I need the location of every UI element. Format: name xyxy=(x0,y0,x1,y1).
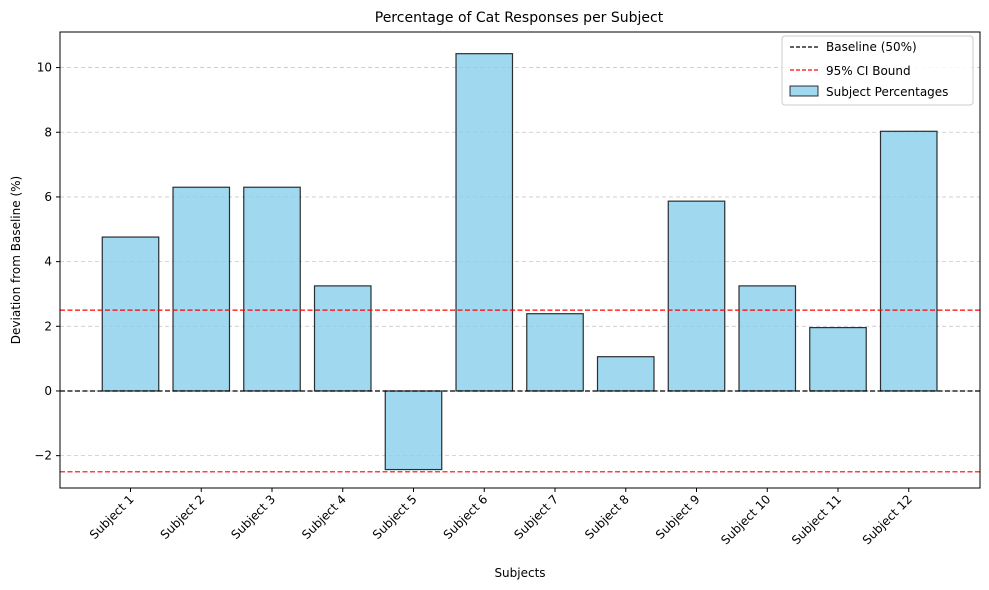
y-axis-title: Deviation from Baseline (%) xyxy=(9,176,23,344)
legend-bars-swatch xyxy=(789,85,819,97)
bar-4 xyxy=(313,285,372,392)
legend-ci-label: 95% CI Bound xyxy=(826,64,911,78)
bar-8 xyxy=(596,356,655,392)
reference-lines xyxy=(60,309,980,473)
x-tick-label: Subject 7 xyxy=(511,492,561,542)
y-tick-label: 4 xyxy=(44,255,52,269)
chart-title: Percentage of Cat Responses per Subject xyxy=(375,10,664,26)
legend-bars-label: Subject Percentages xyxy=(826,85,948,99)
bar-3 xyxy=(243,186,301,392)
x-axis-title: Subjects xyxy=(494,566,545,580)
x-tick-label: Subject 11 xyxy=(789,492,844,547)
bar-11 xyxy=(809,326,867,392)
plot-frame xyxy=(59,31,981,489)
y-tick-label: 10 xyxy=(37,61,52,75)
bar-5 xyxy=(384,390,443,471)
y-tick-label: 2 xyxy=(44,319,52,333)
x-tick-label: Subject 10 xyxy=(718,492,773,547)
bar-2 xyxy=(172,186,231,392)
y-axis: −2 0 2 4 6 8 10 xyxy=(34,61,60,463)
x-tick-label: Subject 4 xyxy=(299,492,349,542)
x-tick-label: Subject 3 xyxy=(228,492,278,542)
x-tick-label: Subject 8 xyxy=(582,492,632,542)
x-tick-label: Subject 6 xyxy=(441,492,491,542)
x-axis: Subject 1 Subject 2 Subject 3 Subject 4 Subj… xyxy=(87,488,915,547)
y-tick-label: −2 xyxy=(34,449,52,463)
y-tick-label: 8 xyxy=(44,125,52,139)
legend: Baseline (50%) 95% CI Bound Subject Perc… xyxy=(781,35,974,106)
legend-frame xyxy=(781,35,974,106)
y-tick-label: 6 xyxy=(44,190,52,204)
bar-9 xyxy=(667,200,726,392)
bar-1 xyxy=(101,236,160,392)
bar-10 xyxy=(738,285,797,392)
x-tick-label: Subject 5 xyxy=(370,492,420,542)
x-tick-label: Subject 2 xyxy=(158,492,208,542)
legend-baseline-label: Baseline (50%) xyxy=(826,40,917,54)
bars xyxy=(101,53,938,471)
bar-7 xyxy=(526,313,584,392)
x-tick-label: Subject 12 xyxy=(860,492,915,547)
bar-12 xyxy=(879,130,938,392)
x-tick-label: Subject 9 xyxy=(653,492,703,542)
bar-6 xyxy=(455,53,514,392)
y-tick-label: 0 xyxy=(44,384,52,398)
x-tick-label: Subject 1 xyxy=(87,492,137,542)
